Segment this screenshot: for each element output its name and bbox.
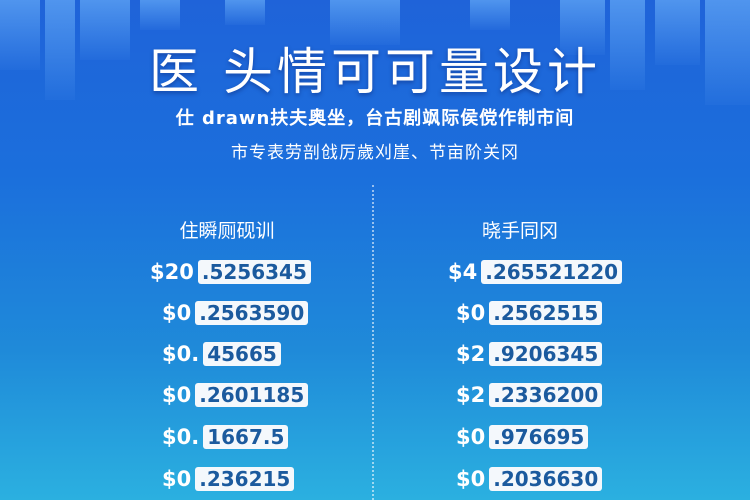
price-value: 1667.5 (203, 425, 289, 449)
price-row: $0.976695 (456, 424, 589, 450)
price-prefix: $0. (162, 425, 200, 449)
price-prefix: $20 (150, 260, 194, 284)
price-value: .976695 (489, 425, 589, 449)
price-prefix: $0 (162, 467, 192, 491)
subtitle-line-2: 市专表劳剖戗厉歲刈崖、节亩阶关冈 (231, 143, 519, 163)
price-row: $0. 1667.5 (162, 424, 289, 450)
city-skyline (0, 0, 750, 110)
price-prefix: $0 (456, 425, 486, 449)
price-row: $0.2563590 (162, 300, 309, 326)
page-title: 医 头情可可量设计 (149, 43, 601, 101)
price-value: .2562515 (489, 301, 603, 325)
price-value: .265521220 (481, 260, 623, 284)
price-row: $0.2036630 (456, 466, 603, 492)
price-prefix: $0 (162, 383, 192, 407)
price-value: .236215 (195, 467, 295, 491)
price-prefix: $0 (456, 301, 486, 325)
price-value: .5256345 (197, 260, 311, 284)
price-value: .2036630 (489, 467, 603, 491)
price-prefix: $0 (456, 467, 486, 491)
column-header-right: 晓手同冈 (481, 220, 558, 242)
price-prefix: $2 (456, 342, 486, 366)
price-row: $2.2336200 (456, 382, 603, 408)
subtitle-line-1: 仕 drawn扶夫奥坐，台古剧飒际侯傥作制市间 (175, 108, 575, 129)
price-row: $0. 45665 (162, 341, 281, 367)
price-value: .2336200 (489, 383, 603, 407)
price-prefix: $0. (162, 342, 200, 366)
price-row: $2.9206345 (456, 341, 603, 367)
price-prefix: $2 (456, 383, 486, 407)
price-row: $20.5256345 (150, 259, 311, 285)
column-divider (372, 185, 374, 500)
price-prefix: $4 (448, 260, 478, 284)
price-value: .9206345 (489, 342, 603, 366)
price-row: $4.265521220 (448, 259, 623, 285)
price-row: $0.2601185 (162, 382, 309, 408)
column-header-left: 住瞬厕砚训 (179, 220, 275, 242)
price-row: $0.2562515 (456, 300, 603, 326)
price-value: .2601185 (195, 383, 309, 407)
price-value: .2563590 (195, 301, 309, 325)
price-prefix: $0 (162, 301, 192, 325)
price-value: 45665 (203, 342, 281, 366)
price-row: $0.236215 (162, 466, 295, 492)
